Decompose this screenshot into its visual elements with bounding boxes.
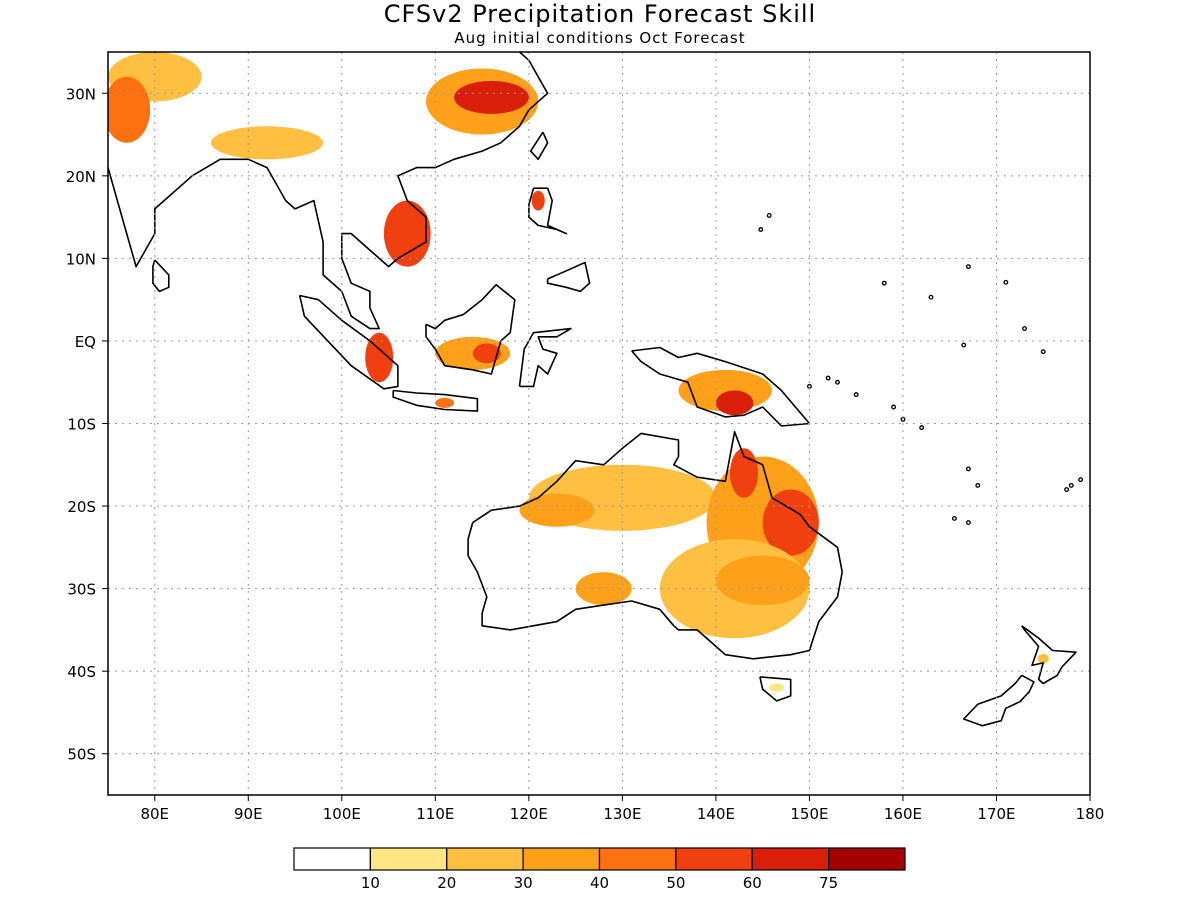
chart-subtitle: Aug initial conditions Oct Forecast — [454, 29, 746, 47]
axis-labels: 80E 90E 100E 110E 120E 130E 140E 150E 160E 170E 18… — [66, 85, 1105, 823]
java-coastline — [392, 389, 479, 412]
island-coastline — [758, 227, 764, 232]
lon-tick-label: 180 — [1076, 805, 1105, 823]
sumatra-coastline — [298, 294, 399, 390]
colorbar-label: 20 — [437, 874, 456, 892]
skill-region — [575, 572, 632, 606]
colorbar-swatch — [751, 847, 830, 871]
island-coastline — [806, 383, 812, 389]
lat-tick-label: 30N — [66, 85, 96, 103]
luzon-coastline — [528, 187, 568, 235]
skill-region — [715, 390, 754, 416]
skill-region — [210, 126, 324, 160]
colorbar-label: 30 — [514, 874, 533, 892]
island-coastline — [961, 342, 967, 348]
borneo-coastline — [425, 284, 516, 375]
sri-lanka-coastline — [152, 259, 170, 293]
island-coastline — [891, 404, 897, 410]
skill-region — [365, 332, 394, 383]
island-coastline — [1064, 487, 1070, 492]
colorbar-label: 50 — [666, 874, 685, 892]
colorbar-swatch — [293, 847, 371, 871]
island-coastline — [881, 280, 887, 286]
lon-tick-label: 110E — [416, 805, 454, 823]
coastlines — [108, 52, 1084, 727]
colorbar-swatch — [369, 847, 448, 871]
colorbar-swatch — [522, 847, 601, 871]
island-coastline — [951, 515, 957, 521]
island-coastline — [965, 264, 971, 270]
lon-tick-label: 90E — [234, 805, 263, 823]
sulawesi-coastline — [518, 327, 572, 388]
island-coastline — [1003, 279, 1009, 285]
colorbar-label: 75 — [819, 874, 838, 892]
lat-tick-label: 20S — [67, 498, 96, 516]
colorbar-label: 40 — [590, 874, 609, 892]
lat-tick-label: 10N — [66, 250, 96, 268]
island-coastline — [766, 213, 772, 218]
island-coastline — [853, 392, 859, 398]
skill-region — [454, 80, 529, 114]
gridlines — [108, 52, 1090, 795]
colorbar-swatch — [446, 847, 524, 871]
lat-tick-label: EQ — [75, 333, 96, 351]
island-coastline — [965, 466, 971, 472]
skill-region — [108, 76, 151, 143]
colorbar-label: 10 — [361, 874, 380, 892]
lon-tick-label: 100E — [323, 805, 361, 823]
tasmania-coastline — [759, 676, 792, 702]
colorbar: 10 20 30 40 50 60 75 — [293, 847, 906, 892]
lon-tick-label: 80E — [140, 805, 169, 823]
island-coastline — [1068, 482, 1074, 488]
lat-tick-label: 50S — [67, 746, 96, 764]
colorbar-swatch — [675, 847, 753, 871]
lat-tick-label: 20N — [66, 168, 96, 186]
skill-region — [383, 200, 431, 267]
skill-region — [769, 683, 785, 692]
lat-tick-label: 10S — [67, 416, 96, 434]
lat-tick-label: 30S — [67, 581, 96, 599]
colorbar-label: 60 — [743, 874, 762, 892]
lon-tick-label: 120E — [510, 805, 548, 823]
chart-title: CFSv2 Precipitation Forecast Skill — [383, 0, 817, 28]
skill-region — [472, 343, 501, 364]
lat-tick-label: 40S — [67, 663, 96, 681]
island-coastline — [965, 520, 971, 526]
nz-north-coastline — [1021, 625, 1077, 685]
skill-region — [435, 397, 455, 408]
island-coastline — [975, 482, 981, 488]
taiwan-coastline — [529, 131, 549, 161]
island-coastline — [1078, 477, 1084, 483]
skill-shading — [108, 52, 1049, 692]
island-coastline — [1040, 349, 1046, 355]
skill-region — [729, 448, 758, 498]
skill-region — [1037, 653, 1049, 664]
island-coastline — [825, 375, 831, 381]
mindanao-coastline — [546, 261, 591, 293]
lon-tick-label: 170E — [977, 805, 1015, 823]
asia-mainland-coastline — [108, 52, 549, 330]
skill-region — [519, 493, 595, 527]
lon-tick-label: 130E — [603, 805, 641, 823]
skill-region — [715, 555, 810, 606]
lon-tick-label: 140E — [697, 805, 735, 823]
lon-tick-label: 160E — [884, 805, 922, 823]
island-coastline — [919, 425, 925, 431]
island-coastline — [928, 294, 934, 300]
colorbar-swatch — [598, 847, 677, 871]
nz-south-coastline — [962, 674, 1035, 727]
new-guinea-coastline — [631, 346, 811, 427]
island-coastline — [1022, 326, 1027, 332]
australia-coastline — [467, 431, 843, 660]
skill-region — [531, 190, 545, 211]
lon-tick-label: 150E — [790, 805, 828, 823]
island-coastline — [900, 416, 906, 422]
skill-region — [762, 489, 819, 556]
colorbar-swatch — [828, 847, 906, 871]
island-coastline — [835, 379, 840, 385]
